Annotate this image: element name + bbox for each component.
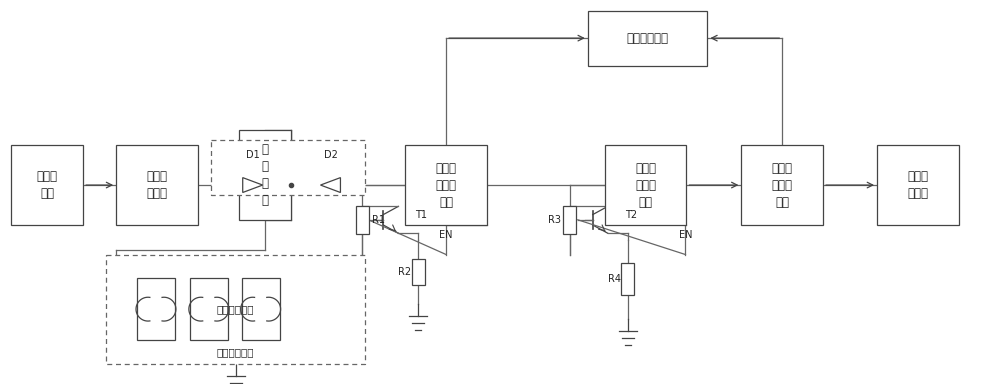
- Text: T2: T2: [625, 210, 637, 220]
- Text: R2: R2: [398, 267, 411, 277]
- Text: 储
能
单
元: 储 能 单 元: [261, 143, 268, 207]
- Text: D2: D2: [324, 150, 337, 160]
- Bar: [239, 131, 291, 220]
- Bar: [621, 263, 634, 295]
- Bar: [605, 146, 686, 225]
- Text: 可控逆
变升压
电路: 可控逆 变升压 电路: [436, 162, 457, 209]
- Bar: [588, 11, 707, 66]
- Bar: [741, 146, 823, 225]
- Text: D1: D1: [246, 150, 260, 160]
- Bar: [242, 278, 280, 340]
- Text: 二级可
控稳压
电路: 二级可 控稳压 电路: [635, 162, 656, 209]
- Text: 猝发电
源储能
电路: 猝发电 源储能 电路: [772, 162, 793, 209]
- Bar: [356, 206, 369, 234]
- Text: 侧压簧式开关: 侧压簧式开关: [217, 304, 254, 314]
- Text: EN: EN: [679, 230, 692, 240]
- Text: 侧压簧式开关: 侧压簧式开关: [217, 347, 254, 357]
- Bar: [563, 206, 576, 234]
- Text: R3: R3: [548, 215, 561, 225]
- Bar: [106, 254, 365, 364]
- Bar: [190, 278, 228, 340]
- Text: 微处理器电路: 微处理器电路: [627, 32, 669, 45]
- Text: EN: EN: [439, 230, 453, 240]
- Text: 无线通
信模块: 无线通 信模块: [907, 170, 928, 200]
- Text: 太阳能
组件: 太阳能 组件: [37, 170, 58, 200]
- Text: R1: R1: [372, 215, 385, 225]
- Bar: [11, 146, 83, 225]
- Text: 一级稳
压电路: 一级稳 压电路: [146, 170, 167, 200]
- Bar: [211, 141, 365, 195]
- Bar: [137, 278, 175, 340]
- Bar: [116, 146, 198, 225]
- Text: R4: R4: [608, 275, 621, 285]
- Bar: [877, 146, 959, 225]
- Bar: [412, 259, 425, 285]
- Text: T1: T1: [415, 210, 427, 220]
- Bar: [405, 146, 487, 225]
